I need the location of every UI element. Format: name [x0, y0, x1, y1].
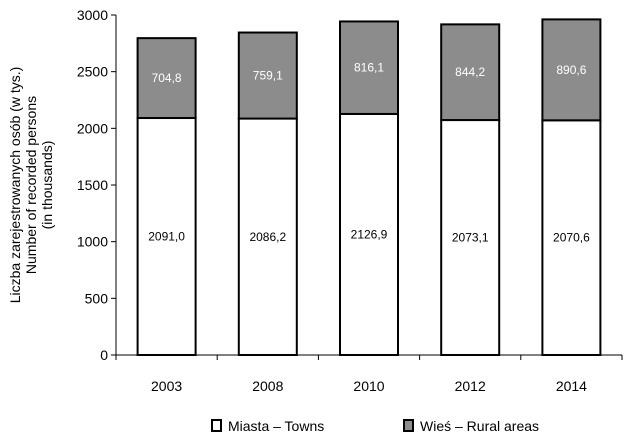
y-axis-ticks: 0 500 1000 1500 2000 2500 3000: [77, 7, 116, 363]
bars: 2091,0 704,8 2086,2 759,1 2126,9 816,1 2073,1 8…: [136, 18, 602, 357]
y-axis-title: Liczba zarejestrowanych osób (w tys.) Nu…: [7, 67, 55, 304]
y-tick-label: 0: [100, 347, 108, 363]
y-tick-label: 1500: [77, 177, 108, 193]
legend-rural-label: Wieś – Rural areas: [420, 418, 539, 434]
y-axis-title-line-3: (in thousands): [39, 141, 55, 230]
bar-rural: [440, 23, 501, 122]
bar-rural: [237, 31, 298, 120]
y-tick-label: 3000: [77, 7, 108, 23]
x-axis-ticks: 2003 2008 2010 2012 2014: [115, 355, 623, 394]
legend-towns-swatch: [211, 419, 222, 432]
data-label-rural: 759,1: [253, 69, 283, 83]
x-tick-label: 2012: [455, 378, 486, 394]
y-axis-title-line-2: Number of recorded persons: [23, 96, 39, 274]
x-tick-label: 2014: [556, 378, 587, 394]
data-label-towns: 2086,2: [249, 230, 286, 244]
legend-towns-label: Miasta – Towns: [228, 418, 324, 434]
y-tick-label: 500: [85, 290, 109, 306]
x-tick-label: 2003: [151, 378, 182, 394]
data-label-rural: 816,1: [354, 61, 384, 75]
y-axis-title-line-1: Liczba zarejestrowanych osób (w tys.): [7, 67, 23, 304]
data-label-towns: 2091,0: [148, 230, 185, 244]
data-label-towns: 2126,9: [351, 227, 388, 241]
y-tick-label: 2500: [77, 64, 108, 80]
y-tick-label: 1000: [77, 234, 108, 250]
bar-towns: [440, 119, 501, 357]
y-tick-label: 2000: [77, 120, 108, 136]
bar-towns: [339, 112, 399, 356]
data-label-rural: 704,8: [152, 71, 182, 85]
data-label-towns: 2073,1: [452, 231, 489, 245]
bar-rural: [339, 20, 399, 115]
bar-towns: [237, 117, 298, 357]
x-tick-label: 2008: [252, 378, 283, 394]
data-label-towns: 2070,6: [553, 231, 590, 245]
x-tick-label: 2010: [353, 378, 384, 394]
legend-rural-swatch: [403, 419, 414, 432]
data-label-rural: 844,2: [455, 65, 485, 79]
data-label-rural: 890,6: [556, 63, 586, 77]
bar-rural: [541, 18, 602, 122]
bar-rural: [136, 37, 197, 120]
legend: Miasta – Towns Wieś – Rural areas: [211, 418, 539, 434]
